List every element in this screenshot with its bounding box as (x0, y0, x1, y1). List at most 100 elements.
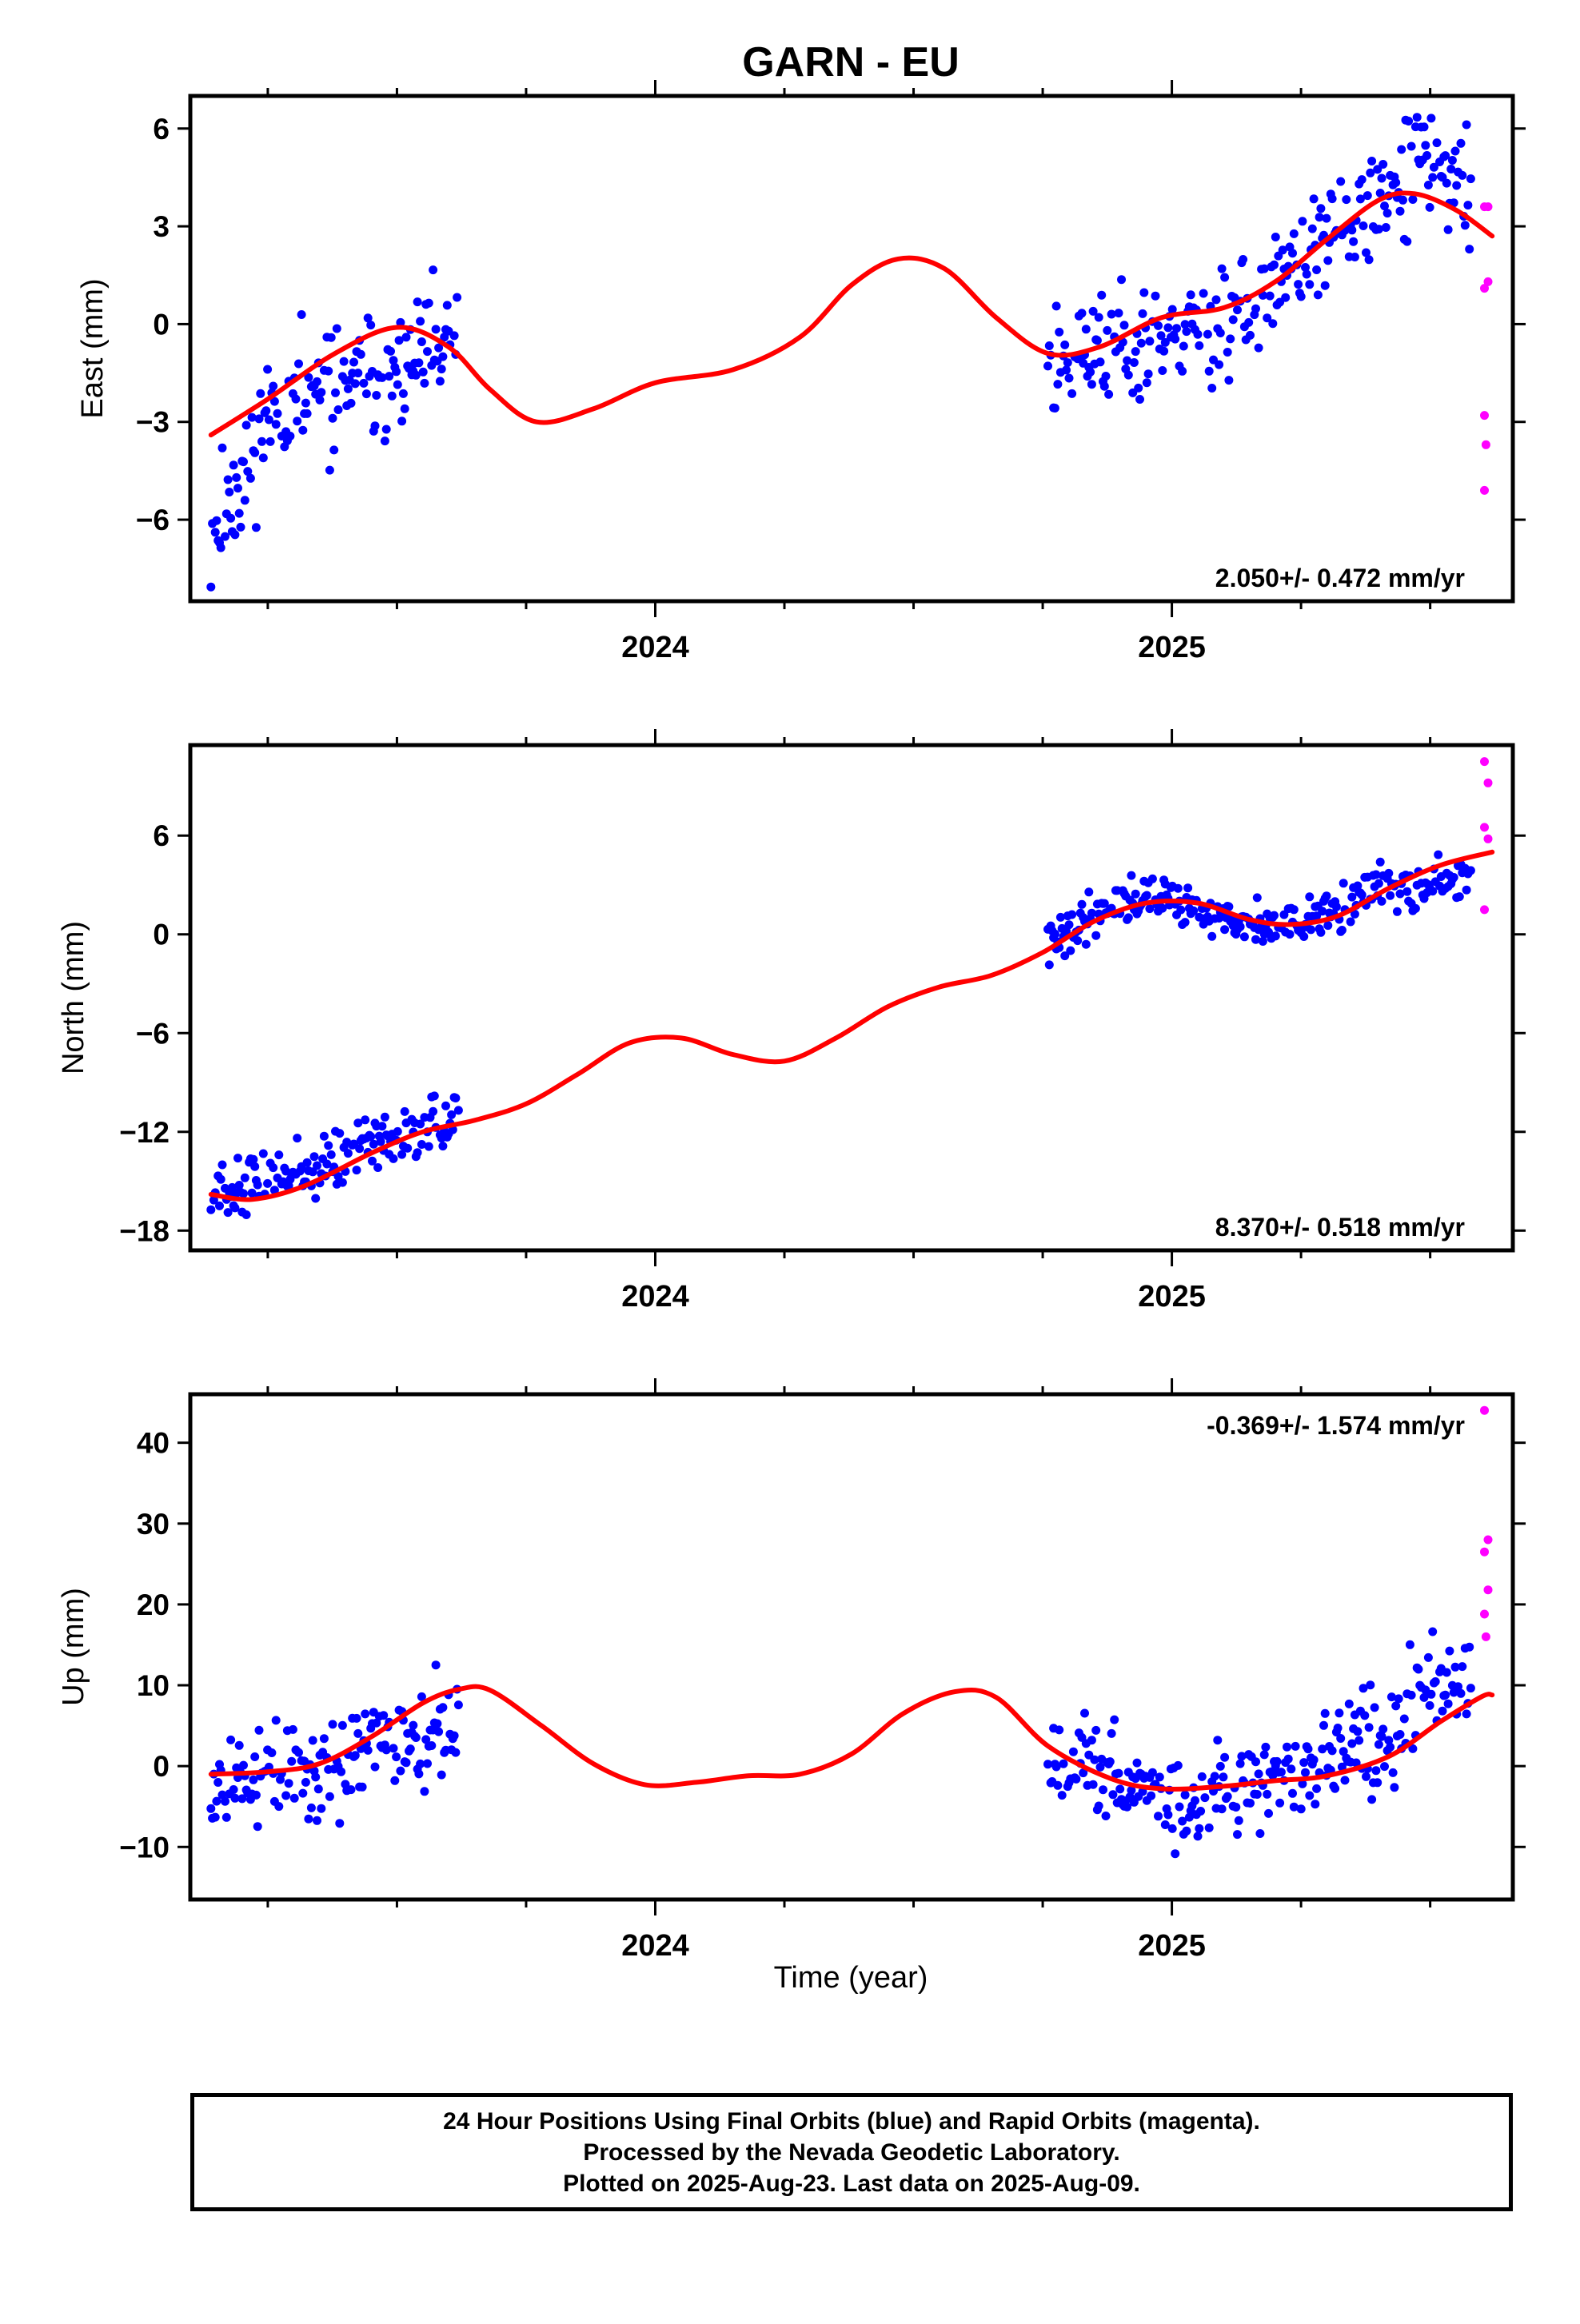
final-orbit-point (372, 1718, 381, 1728)
final-orbit-point (1462, 120, 1471, 130)
final-orbit-point (1176, 905, 1186, 915)
x-tick-label: 2024 (621, 1280, 689, 1313)
final-orbit-point (1077, 899, 1087, 909)
final-orbit-point (1094, 1801, 1103, 1811)
final-orbit-point (317, 388, 326, 397)
final-orbit-point (1298, 217, 1307, 226)
final-orbit-point (1402, 237, 1412, 246)
final-orbit-point (1231, 1803, 1241, 1812)
final-orbit-point (392, 1752, 401, 1762)
final-orbit-point (250, 448, 260, 457)
final-orbit-point (253, 1822, 262, 1832)
final-orbit-point (1443, 1699, 1453, 1708)
final-orbit-point (431, 325, 441, 334)
final-orbit-point (1178, 1816, 1187, 1826)
final-orbit-point (368, 1156, 377, 1166)
final-orbit-point (398, 389, 408, 398)
final-orbit-point (1466, 174, 1475, 184)
final-orbit-point (1254, 1769, 1263, 1779)
final-orbit-point (1239, 932, 1249, 942)
final-orbit-point (1147, 1791, 1156, 1800)
final-orbit-point (328, 1720, 337, 1729)
final-orbit-point (1350, 253, 1359, 261)
x-tick-label: 2025 (1138, 1280, 1206, 1313)
final-orbit-point (1159, 346, 1169, 356)
final-orbit-point (1203, 329, 1212, 339)
final-orbit-point (315, 395, 325, 405)
final-orbit-point (1123, 913, 1133, 923)
final-orbit-point (1196, 1807, 1206, 1816)
final-orbit-point (1377, 1732, 1386, 1741)
final-orbit-point (1384, 1736, 1394, 1745)
final-orbit-point (319, 1131, 329, 1141)
final-orbit-point (337, 1720, 347, 1730)
final-orbit-point (1357, 890, 1367, 899)
x-tick-label: 2024 (621, 631, 689, 664)
final-orbit-point (240, 1173, 249, 1182)
model-curve-north (208, 849, 1495, 1202)
final-orbit-point (263, 365, 273, 374)
final-orbit-point (1073, 936, 1083, 946)
final-orbit-point (1408, 195, 1418, 204)
final-orbit-point (206, 582, 216, 592)
footer-line-3: Plotted on 2025-Aug-23. Last data on 202… (563, 2170, 1140, 2197)
final-orbit-point (1092, 336, 1102, 345)
final-orbit-point (213, 1778, 223, 1787)
final-orbit-point (1406, 1690, 1416, 1700)
final-orbit-point (234, 508, 244, 518)
final-orbit-point (366, 321, 376, 330)
final-orbit-point (1373, 165, 1382, 174)
final-orbit-point (1402, 887, 1412, 896)
final-orbit-point (413, 1148, 422, 1158)
final-orbit-point (1466, 866, 1475, 875)
final-orbit-point (352, 1166, 361, 1175)
final-orbit-point (1377, 173, 1386, 183)
final-orbit-point (1331, 1784, 1340, 1793)
final-orbit-point (239, 1189, 248, 1198)
final-orbit-point (206, 1205, 216, 1214)
final-orbit-point (1333, 1724, 1343, 1732)
final-orbit-point (269, 1163, 278, 1173)
final-orbit-point (393, 1126, 402, 1136)
final-orbit-point (421, 1735, 431, 1744)
final-orbit-point (1447, 156, 1457, 165)
rapid-orbit-point (1483, 202, 1493, 212)
final-orbit-point (416, 1759, 425, 1768)
final-orbit-point (1050, 404, 1059, 413)
final-orbit-point (1380, 201, 1389, 211)
final-orbit-point (1346, 917, 1355, 927)
final-orbit-point (1139, 288, 1149, 297)
final-orbit-point (1287, 1764, 1296, 1774)
final-orbit-point (221, 1812, 231, 1822)
final-orbit-point (1399, 1714, 1409, 1724)
final-orbit-point (304, 373, 313, 382)
final-orbit-point (1301, 1768, 1310, 1777)
final-orbit-point (355, 1144, 365, 1154)
final-orbit-point (438, 1703, 448, 1712)
plot-frame-east (188, 94, 1515, 604)
final-orbit-point (1405, 1640, 1414, 1649)
final-orbit-point (1319, 1720, 1328, 1730)
final-orbit-points-east (206, 113, 1475, 592)
final-orbit-point (1347, 1739, 1357, 1748)
final-orbit-point (1251, 1757, 1260, 1767)
final-orbit-point (243, 467, 253, 476)
final-orbit-point (359, 378, 369, 388)
y-axis-label-east: East (mm) (76, 278, 110, 418)
final-orbit-point (1171, 1849, 1180, 1859)
y-tick-label: −3 (136, 406, 170, 439)
final-orbit-point (1305, 1791, 1315, 1800)
final-orbit-point (324, 366, 333, 376)
final-orbit-point (1087, 908, 1096, 918)
final-orbit-point (1362, 1772, 1371, 1781)
final-orbit-point (1426, 114, 1436, 123)
final-orbit-point (281, 1791, 291, 1800)
final-orbit-point (1246, 330, 1255, 340)
final-orbit-point (1252, 893, 1262, 903)
final-orbit-point (1062, 365, 1071, 375)
final-orbit-point (274, 1150, 284, 1160)
final-orbit-point (239, 1760, 248, 1770)
final-orbit-point (1412, 113, 1422, 122)
final-orbit-point (229, 460, 238, 470)
final-orbit-point (1105, 1757, 1115, 1767)
